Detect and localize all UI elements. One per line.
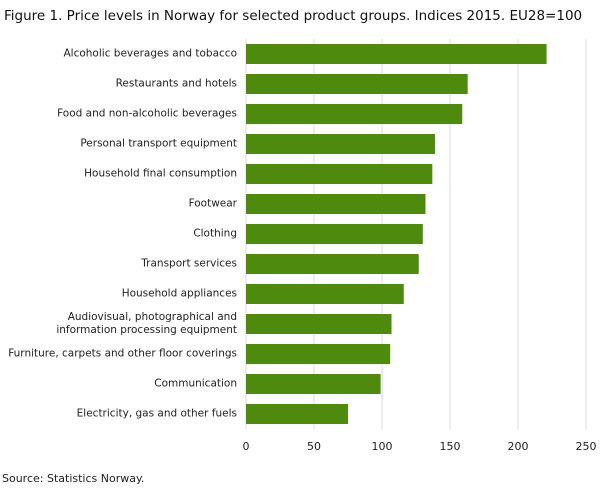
y-tick-label: Clothing bbox=[193, 227, 237, 240]
y-tick-label: Furniture, carpets and other floor cover… bbox=[8, 347, 237, 360]
y-tick-label: Footwear bbox=[188, 197, 237, 210]
y-tick-label: Household final consumption bbox=[84, 167, 237, 180]
x-tick-label: 50 bbox=[307, 440, 321, 453]
y-tick-label: Electricity, gas and other fuels bbox=[76, 407, 237, 420]
bar bbox=[246, 284, 404, 304]
bar bbox=[246, 74, 468, 94]
bar bbox=[246, 374, 381, 394]
y-tick-label: Audiovisual, photographical and informat… bbox=[56, 311, 237, 336]
bar bbox=[246, 134, 436, 154]
y-tick-label: Transport services bbox=[141, 257, 237, 270]
bar bbox=[246, 254, 419, 274]
x-tick-label: 0 bbox=[243, 440, 250, 453]
bar bbox=[246, 194, 426, 214]
bar bbox=[246, 104, 463, 124]
bar bbox=[246, 314, 392, 334]
y-tick-label: Communication bbox=[154, 377, 237, 390]
y-tick-label: Restaurants and hotels bbox=[115, 77, 237, 90]
source: Source: Statistics Norway. bbox=[2, 472, 145, 485]
y-tick-label: Household appliances bbox=[121, 287, 237, 300]
y-tick-label: Food and non-alcoholic beverages bbox=[57, 107, 237, 120]
y-tick-label: Personal transport equipment bbox=[80, 137, 237, 150]
bar bbox=[246, 164, 433, 184]
x-tick-label: 200 bbox=[508, 440, 529, 453]
chart-title: Figure 1. Price levels in Norway for sel… bbox=[4, 8, 583, 24]
bar bbox=[246, 44, 547, 64]
bar bbox=[246, 404, 348, 424]
y-tick-label: Alcoholic beverages and tobacco bbox=[63, 47, 237, 60]
x-tick-label: 100 bbox=[372, 440, 393, 453]
x-tick-label: 150 bbox=[440, 440, 461, 453]
bar bbox=[246, 224, 423, 244]
bar bbox=[246, 344, 391, 364]
x-tick-label: 250 bbox=[576, 440, 597, 453]
